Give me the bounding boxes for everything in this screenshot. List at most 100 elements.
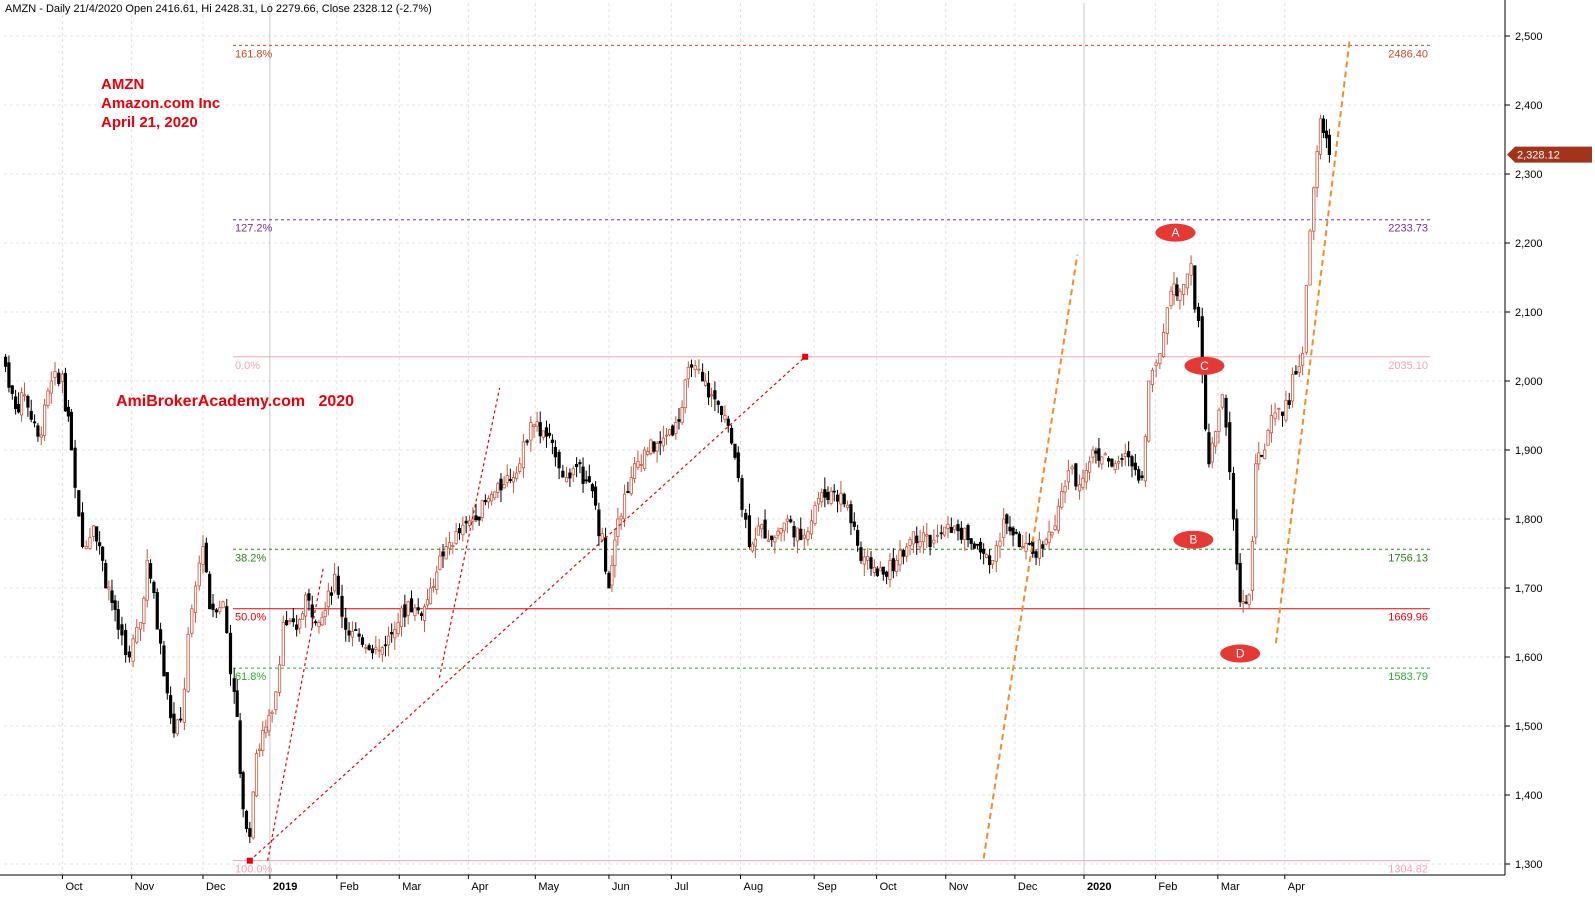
candle-body	[218, 607, 222, 613]
candle-body	[10, 385, 14, 394]
candle-body	[1247, 594, 1251, 605]
candle-body	[1110, 458, 1114, 467]
candle-body	[626, 491, 630, 493]
candle-body	[875, 568, 879, 576]
candle-body	[1050, 532, 1054, 536]
x-tick-label: Jul	[674, 881, 688, 893]
candle-body	[652, 441, 656, 452]
candle-body	[131, 638, 135, 662]
y-tick-label: 2,300	[1515, 169, 1543, 181]
candle-body	[1088, 461, 1092, 473]
candle-body	[274, 691, 278, 711]
candle-body	[1327, 134, 1331, 155]
candle-body	[486, 497, 491, 503]
candle-body	[693, 365, 697, 371]
candle-body	[57, 372, 61, 384]
candle-body	[1231, 472, 1236, 520]
candle-body	[1143, 436, 1147, 482]
candle-body	[1158, 352, 1162, 365]
y-tick-label: 1,500	[1515, 721, 1543, 733]
candle-body	[307, 593, 311, 601]
candle-body	[101, 546, 105, 561]
y-tick-label: 1,800	[1515, 514, 1543, 526]
fib-level-percent: 0.0%	[235, 360, 260, 372]
candle-body	[636, 461, 640, 468]
candle-body	[238, 720, 242, 774]
candle-body	[1235, 518, 1239, 565]
candle-body	[1269, 415, 1273, 434]
candle-body	[852, 521, 856, 528]
candle-body	[680, 407, 684, 423]
candle-body	[1014, 531, 1018, 534]
candle-body	[1094, 450, 1098, 454]
x-tick-label: 2019	[273, 881, 297, 893]
candle-body	[323, 609, 327, 618]
candle-body	[664, 434, 669, 437]
candle-body	[1224, 397, 1228, 428]
x-tick-label: Feb	[1158, 881, 1177, 893]
candle-body	[326, 590, 330, 608]
candle-body	[43, 404, 47, 436]
candle-body	[1214, 431, 1218, 447]
candle-body	[829, 490, 833, 504]
candle-body	[1257, 452, 1261, 465]
candle-body	[447, 542, 452, 549]
candle-body	[1284, 400, 1288, 421]
candle-body	[110, 590, 114, 603]
candle-body	[502, 484, 506, 489]
candle-body	[179, 718, 183, 721]
candle-body	[1161, 332, 1166, 357]
fib-anchor-point	[246, 857, 253, 864]
fib-level-value: 1669.96	[1388, 612, 1428, 624]
candle-body	[839, 492, 843, 505]
candle-body	[610, 564, 614, 586]
candle-body	[1263, 449, 1267, 460]
candle-body	[1193, 265, 1197, 310]
candle-body	[1133, 462, 1137, 471]
candle-body	[393, 629, 397, 639]
candle-body	[590, 484, 595, 492]
candle-body	[1196, 306, 1201, 322]
candle-body	[946, 523, 950, 529]
candle-body	[354, 629, 358, 631]
candle-body	[842, 493, 846, 505]
candle-body	[908, 539, 912, 546]
candle-body	[1011, 527, 1015, 536]
candle-body	[1074, 463, 1078, 487]
candle-body	[655, 443, 659, 452]
candle-body	[547, 432, 552, 436]
candle-body	[740, 477, 744, 510]
candle-body	[603, 537, 608, 572]
point-label-text: B	[1189, 533, 1197, 547]
candle-body	[142, 597, 146, 624]
candle-body	[258, 748, 262, 751]
candle-body	[963, 527, 967, 541]
candle-body	[1044, 539, 1048, 545]
candle-body	[1301, 352, 1305, 366]
candle-body	[490, 493, 494, 502]
candle-body	[232, 678, 236, 692]
candle-body	[49, 380, 53, 394]
candle-body	[1287, 400, 1291, 405]
candle-body	[789, 519, 793, 523]
candle-body	[859, 547, 863, 561]
candle-body	[862, 556, 866, 565]
x-tick-label: Oct	[65, 881, 82, 893]
candle-body	[806, 531, 810, 540]
candle-body	[1228, 422, 1232, 473]
y-tick-label: 1,600	[1515, 652, 1543, 664]
candle-body	[124, 630, 128, 656]
candle-body	[716, 400, 720, 405]
candle-body	[182, 688, 186, 723]
candle-body	[1315, 151, 1319, 188]
candle-body	[816, 497, 821, 505]
candle-body	[1070, 466, 1074, 470]
y-tick-label: 2,200	[1515, 238, 1543, 250]
candle-body	[380, 647, 384, 655]
candle-body	[467, 520, 472, 526]
candle-body	[1037, 539, 1042, 559]
candle-body	[820, 492, 824, 503]
candle-body	[444, 546, 448, 560]
candle-body	[753, 538, 758, 547]
